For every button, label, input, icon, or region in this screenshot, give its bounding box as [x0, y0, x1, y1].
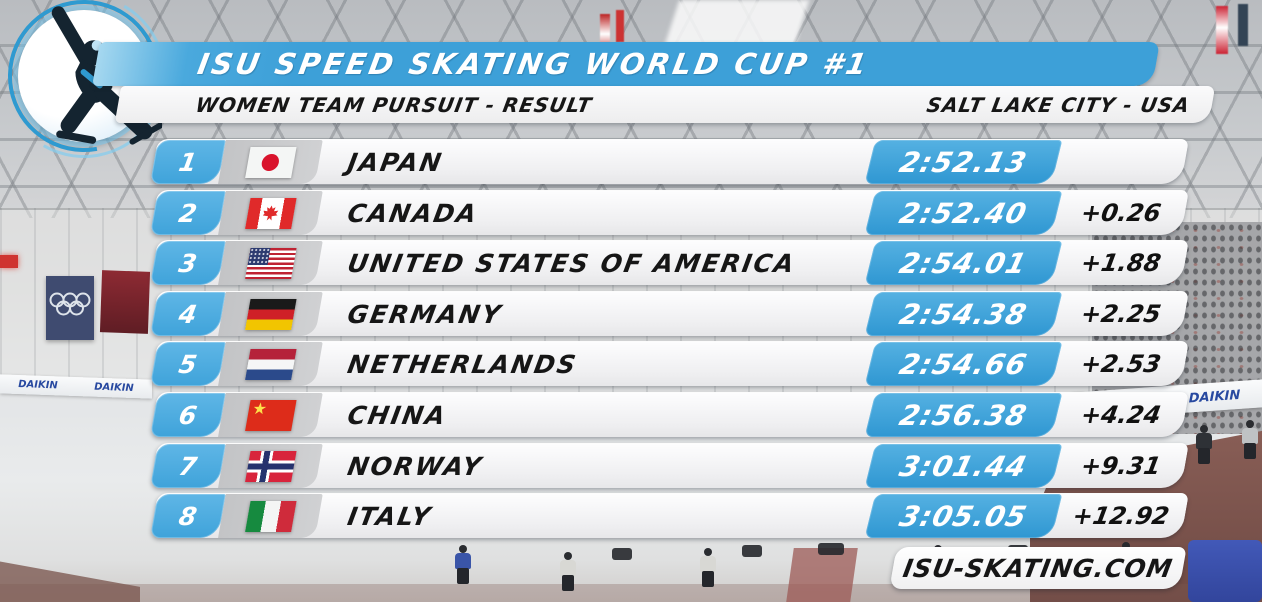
hanging-flag	[616, 10, 624, 42]
flag-slot	[218, 444, 323, 488]
country-flag-icon	[244, 500, 297, 532]
time-value: 2:56.38	[896, 398, 1031, 432]
olympic-rings-banner	[46, 276, 94, 340]
time-gap: +2.53	[1078, 350, 1164, 378]
country-flag-icon	[244, 197, 297, 229]
result-row: 1 JAPAN 2:52.13	[150, 139, 1189, 184]
bag	[612, 548, 632, 560]
flag-slot	[218, 191, 323, 235]
led-sign	[0, 255, 18, 268]
country-name: JAPAN	[345, 147, 446, 177]
rank-badge: 1	[150, 140, 226, 184]
subtitle-bar: WOMEN TEAM PURSUIT - RESULT SALT LAKE CI…	[114, 86, 1216, 123]
rank-number: 2	[176, 198, 200, 228]
flag-slot	[218, 393, 323, 437]
time-value: 3:01.44	[896, 449, 1031, 483]
time-gap: +0.26	[1078, 199, 1164, 227]
competition-title: ISU SPEED SKATING WORLD CUP #1	[195, 47, 873, 81]
country-name: GERMANY	[345, 299, 505, 329]
rank-number: 5	[176, 349, 200, 379]
time-value: 2:52.13	[896, 145, 1031, 179]
rank-badge: 4	[150, 292, 226, 336]
result-row: 5 NETHERLANDS 2:54.66 +2.53	[150, 341, 1189, 386]
sponsor-label: DAIKIN	[1188, 387, 1241, 406]
result-row: 7 NORWAY 3:01.44 +9.31	[150, 443, 1189, 488]
time-gap: +2.25	[1078, 300, 1164, 328]
time-gap: +1.88	[1078, 249, 1164, 277]
rank-badge: 2	[150, 191, 226, 235]
result-row: 6 CHINA 2:56.38 +4.24	[150, 392, 1189, 437]
rank-badge: 7	[150, 444, 226, 488]
country-flag-icon	[244, 247, 297, 279]
red-wall-banner	[99, 270, 151, 334]
flag-slot	[218, 292, 323, 336]
flag-slot	[218, 241, 323, 285]
title-bar: ISU SPEED SKATING WORLD CUP #1	[92, 42, 1160, 86]
bag	[742, 545, 762, 557]
country-name: ITALY	[345, 501, 435, 531]
time-badge: 2:52.40	[864, 191, 1063, 235]
rank-badge: 6	[150, 393, 226, 437]
hanging-flag	[1216, 6, 1228, 54]
hanging-flag	[600, 14, 610, 54]
time-badge: 3:01.44	[864, 444, 1063, 488]
time-value: 2:54.38	[896, 297, 1031, 331]
rank-number: 3	[176, 248, 200, 278]
event-location: SALT LAKE CITY - USA	[925, 92, 1193, 117]
country-flag-icon	[244, 298, 297, 330]
sponsor-label: DAIKIN	[18, 378, 58, 392]
time-value: 2:52.40	[896, 196, 1031, 230]
result-row: 4 GERMANY 2:54.38 +2.25	[150, 291, 1189, 336]
time-gap: +9.31	[1078, 452, 1164, 480]
country-flag-icon	[244, 146, 297, 178]
time-value: 2:54.01	[896, 246, 1031, 280]
country-name: CANADA	[345, 198, 481, 228]
website-url: ISU-SKATING.COM	[900, 553, 1176, 583]
sponsor-banner: DAIKIN DAIKIN	[0, 374, 152, 399]
hanging-flag	[1238, 4, 1248, 46]
rank-badge: 8	[150, 494, 226, 538]
event-name: WOMEN TEAM PURSUIT - RESULT	[193, 92, 595, 117]
padding-block	[1188, 540, 1262, 602]
country-name: NETHERLANDS	[345, 349, 580, 379]
country-name: CHINA	[345, 400, 450, 430]
time-gap	[1053, 140, 1189, 184]
time-badge: 2:54.66	[864, 342, 1063, 386]
flag-slot	[218, 494, 323, 538]
rank-badge: 5	[150, 342, 226, 386]
rank-number: 4	[176, 299, 200, 329]
rank-badge: 3	[150, 241, 226, 285]
time-badge: 2:54.38	[864, 292, 1063, 336]
bag	[818, 543, 844, 555]
country-name: NORWAY	[345, 451, 486, 481]
country-flag-icon	[244, 450, 297, 482]
time-badge: 2:54.01	[864, 241, 1063, 285]
rank-number: 7	[176, 451, 200, 481]
time-gap: +4.24	[1078, 401, 1164, 429]
time-value: 2:54.66	[896, 347, 1031, 381]
sponsor-label: DAIKIN	[94, 381, 134, 395]
time-badge: 2:56.38	[864, 393, 1063, 437]
rank-number: 1	[176, 147, 200, 177]
country-flag-icon	[244, 348, 297, 380]
time-badge: 2:52.13	[864, 140, 1063, 184]
flag-slot	[218, 342, 323, 386]
floor-path	[786, 548, 858, 602]
result-row: 8 ITALY 3:05.05 +12.92	[150, 493, 1189, 538]
time-badge: 3:05.05	[864, 494, 1063, 538]
time-gap: +12.92	[1070, 502, 1172, 530]
result-row: 2 CANADA 2:52.40 +0.26	[150, 190, 1189, 235]
rank-number: 8	[176, 501, 200, 531]
website-bar: ISU-SKATING.COM	[889, 547, 1187, 589]
rank-number: 6	[176, 400, 200, 430]
country-name: UNITED STATES OF AMERICA	[345, 248, 799, 278]
flag-slot	[218, 140, 323, 184]
result-row: 3 UNITED STATES OF AMERICA 2:54.01 +1.88	[150, 240, 1189, 285]
time-value: 3:05.05	[896, 499, 1031, 533]
country-flag-icon	[244, 399, 297, 431]
